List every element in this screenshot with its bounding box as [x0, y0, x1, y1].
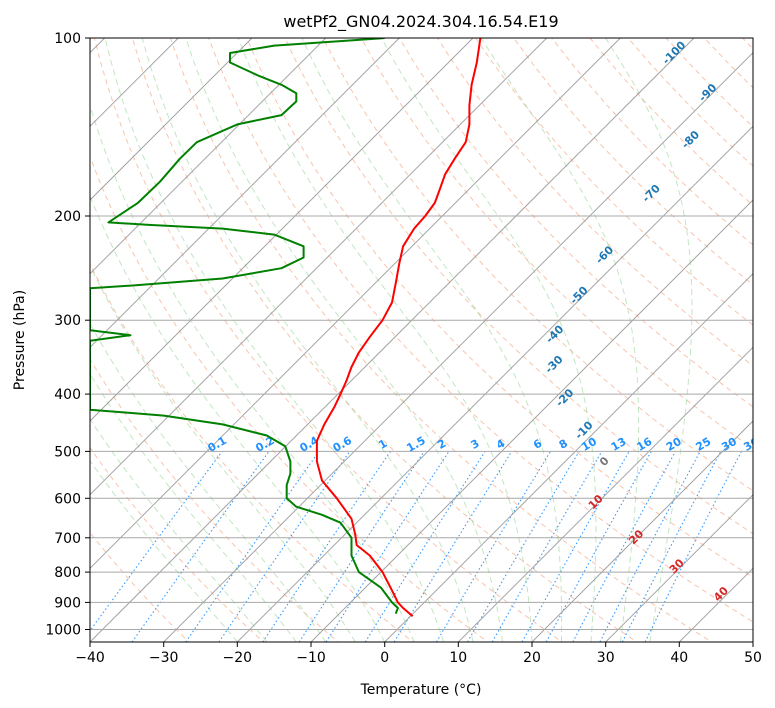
y-tick-label: 800: [54, 565, 81, 581]
dry-adiabat: [475, 38, 753, 326]
x-axis-ticks: −40 −30 −20 −10 0 10 20 30 40 50: [75, 642, 762, 666]
y-axis-ticks: 100 200 300 400 500 600 700 800 900 1000: [45, 31, 90, 639]
x-tick-label: −20: [223, 650, 253, 666]
x-tick-label: 10: [449, 650, 467, 666]
x-tick-label: −10: [296, 650, 326, 666]
isotherm: [90, 38, 327, 275]
mixing-ratio-line: [393, 451, 513, 642]
moist-adiabat: [90, 459, 238, 642]
isotherm: [90, 38, 695, 642]
mixing-ratio-line: [644, 451, 742, 642]
profile-series: [90, 38, 482, 618]
y-tick-label: 900: [54, 595, 81, 611]
moist-adiabat: [605, 38, 693, 642]
isotherm: [605, 493, 753, 642]
moist-adiabat: [380, 38, 597, 642]
moist-adiabat: [90, 322, 327, 642]
dewpoint-line: [90, 38, 399, 614]
mixing-ratio-line: [545, 451, 652, 642]
isotherm: [90, 38, 253, 201]
plot-frame: [89, 37, 754, 643]
x-tick-label: 20: [523, 650, 541, 666]
x-tick-label: −40: [75, 650, 105, 666]
mixing-ratio-line: [185, 451, 320, 642]
mixing-ratio-line: [90, 451, 223, 632]
moist-adiabat: [90, 372, 297, 642]
isotherm: [531, 420, 753, 642]
mixing-ratio-line: [218, 451, 351, 642]
x-tick-label: 40: [670, 650, 688, 666]
isotherm: [90, 38, 548, 496]
moist-adiabat: [237, 38, 533, 642]
isotherm: [457, 346, 753, 642]
y-tick-label: 1000: [45, 623, 81, 639]
y-tick-label: 400: [54, 387, 81, 403]
moist-adiabat: [90, 264, 356, 642]
isotherm: [90, 38, 474, 422]
isotherm: [236, 125, 753, 642]
mixing-ratio-line: [621, 451, 722, 642]
mixing-ratio-line: [521, 451, 630, 642]
chart-title: wetPf2_GN04.2024.304.16.54.E19: [283, 12, 558, 32]
dry-adiabat: [360, 38, 753, 450]
x-tick-label: 50: [744, 650, 762, 666]
mixing-ratio-line: [572, 451, 676, 642]
mixing-ratio-label: 36: [741, 435, 761, 454]
mixing-ratio-line: [262, 451, 391, 642]
temperature-line: [315, 38, 482, 618]
skewt-background-lines: [90, 38, 753, 642]
dry-adiabat: [93, 38, 564, 642]
dry-adiabat: [90, 155, 489, 642]
moist-adiabat: [185, 38, 503, 642]
y-tick-label: 700: [54, 531, 81, 547]
isotherm: [384, 272, 753, 642]
moist-adiabat: [301, 38, 563, 642]
y-tick-label: 600: [54, 491, 81, 507]
dry-adiabat: [436, 38, 753, 367]
mixing-ratio-line: [298, 451, 425, 642]
dry-adiabat: [170, 38, 713, 642]
moist-adiabat: [90, 194, 386, 642]
plot-background: [90, 38, 753, 642]
isotherm: [752, 641, 753, 642]
moist-adiabat: [104, 38, 445, 642]
isotherm: [90, 38, 621, 570]
moist-adiabat: [141, 38, 474, 642]
x-axis-title: Temperature (°C): [360, 682, 482, 698]
x-tick-label: 0: [380, 650, 389, 666]
y-axis-title: Pressure (hPa): [12, 290, 28, 390]
moist-adiabat: [90, 103, 415, 642]
y-tick-label: 300: [54, 313, 81, 329]
y-tick-label: 200: [54, 209, 81, 225]
isotherm: [163, 51, 753, 642]
y-tick-label: 100: [54, 31, 81, 47]
moist-adiabat: [90, 418, 268, 642]
x-tick-label: 30: [597, 650, 615, 666]
dry-adiabat: [322, 38, 753, 492]
y-tick-label: 500: [54, 444, 81, 460]
isotherm: [310, 199, 753, 642]
moist-adiabat: [480, 38, 640, 642]
x-tick-label: −30: [149, 650, 179, 666]
